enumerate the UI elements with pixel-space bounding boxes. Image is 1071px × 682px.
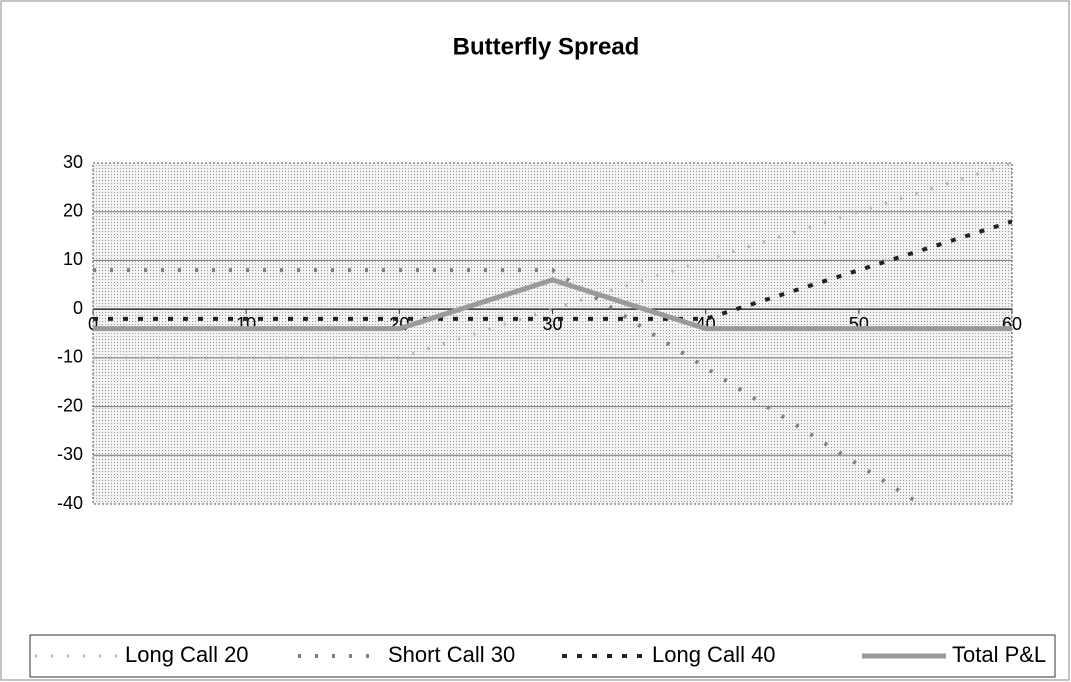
series-line bbox=[93, 268, 924, 504]
y-tick-label: 10 bbox=[63, 249, 83, 269]
series-group bbox=[93, 163, 1012, 504]
plot-area bbox=[92, 162, 1013, 505]
chart-title: Butterfly Spread bbox=[453, 33, 640, 60]
legend-label: Short Call 30 bbox=[388, 642, 515, 667]
y-tick-label: 30 bbox=[63, 152, 83, 172]
x-tick-label: 0 bbox=[88, 314, 98, 334]
y-tick-label: -40 bbox=[57, 493, 83, 513]
series-line bbox=[93, 277, 1012, 332]
y-tick-label: 0 bbox=[73, 298, 83, 318]
y-tick-label: 20 bbox=[63, 200, 83, 220]
legend-label: Long Call 20 bbox=[125, 642, 249, 667]
legend-label: Total P&L bbox=[952, 642, 1046, 667]
y-tick-label: -10 bbox=[57, 347, 83, 367]
y-tick-label: -20 bbox=[57, 395, 83, 415]
y-tick-label: -30 bbox=[57, 444, 83, 464]
legend-label: Long Call 40 bbox=[652, 642, 776, 667]
